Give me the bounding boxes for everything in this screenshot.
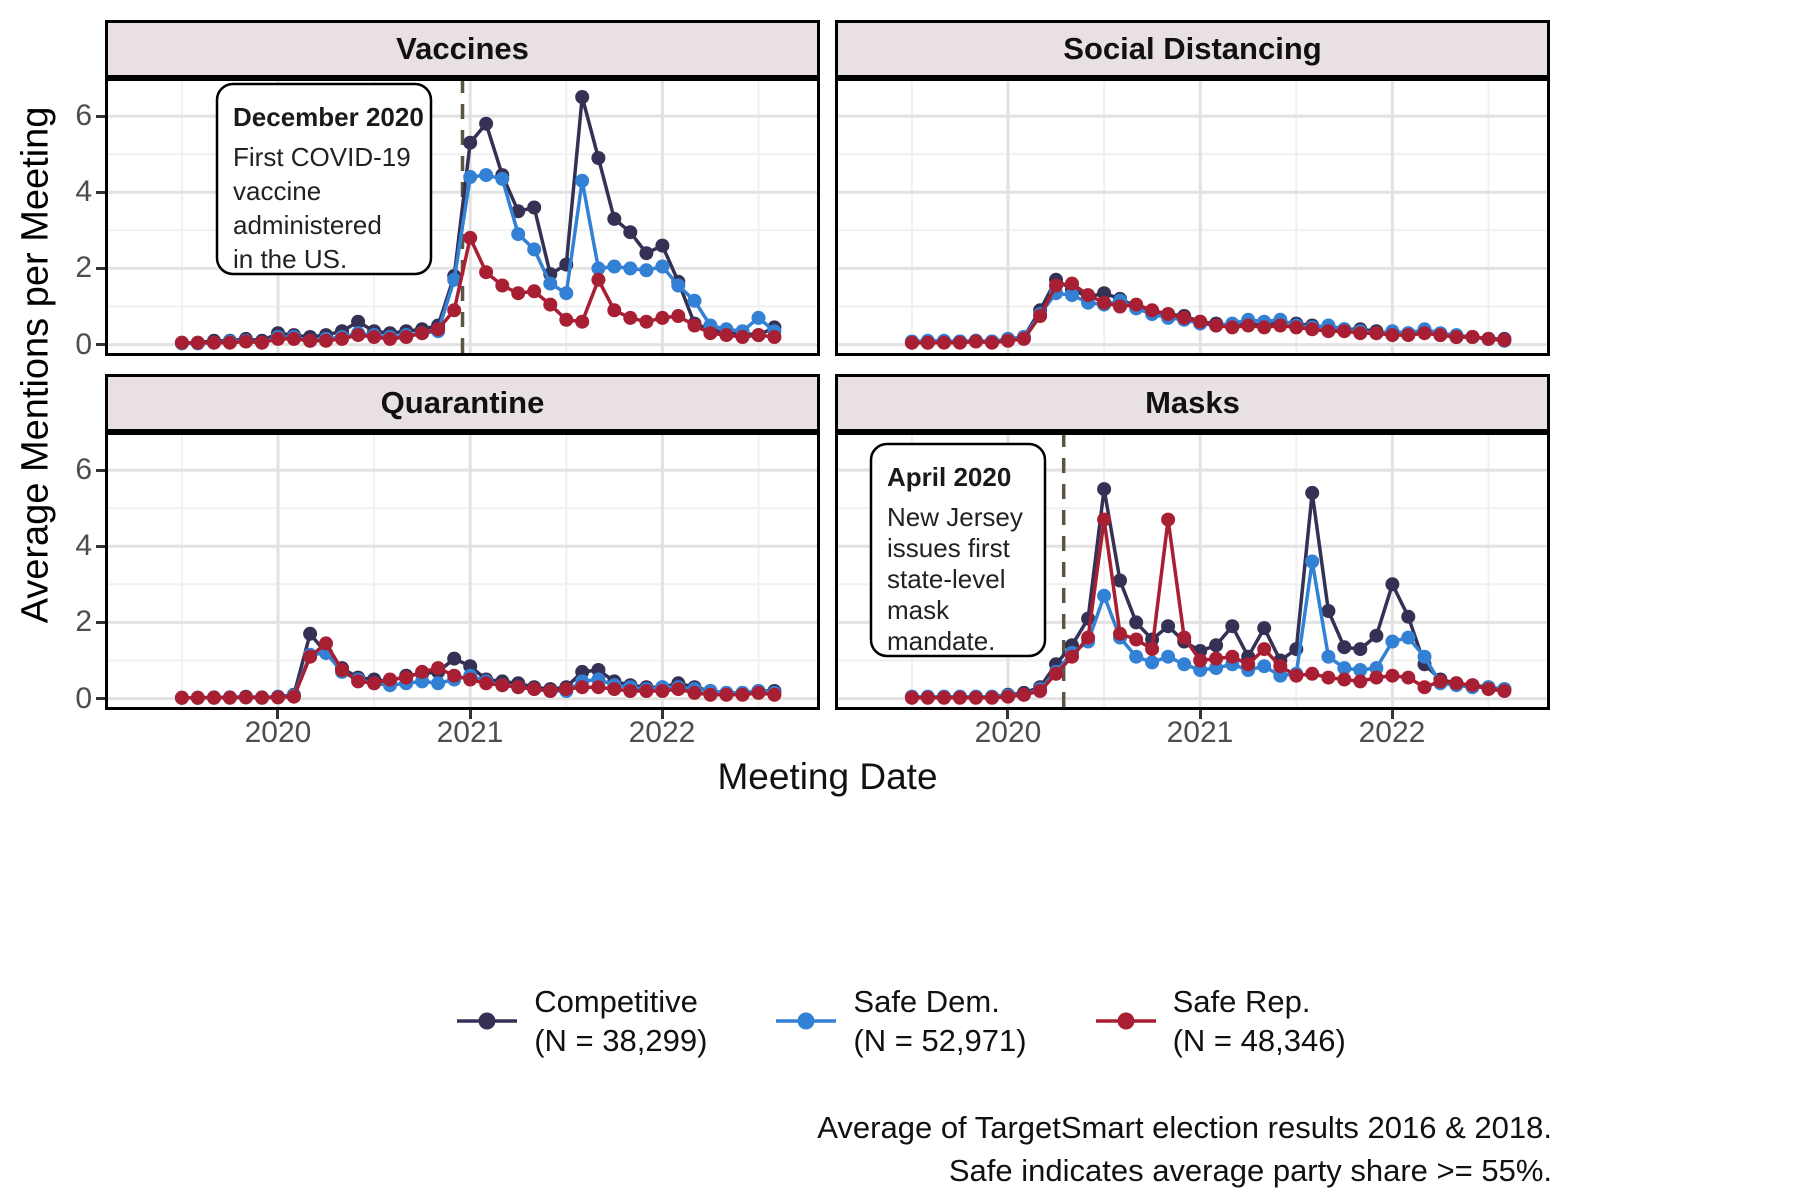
y-tick-label: 4	[75, 529, 92, 562]
panel-title-masks: Masks	[1145, 385, 1240, 420]
svg-text:administered: administered	[233, 210, 382, 240]
x-tick-label: 2022	[1358, 716, 1426, 749]
y-tick-mark	[96, 115, 105, 118]
y-tick-mark	[96, 697, 105, 700]
y-tick-mark	[96, 267, 105, 270]
x-tick-mark	[1199, 710, 1202, 719]
panel-title-vaccines: Vaccines	[396, 31, 529, 66]
panel-border	[105, 78, 820, 356]
panel-header-quarantine: Quarantine	[105, 374, 820, 432]
panel-quarantine: Quarantine	[105, 374, 820, 710]
legend-key-safe-dem-icon	[776, 1012, 837, 1030]
y-tick-label: 6	[75, 453, 92, 486]
svg-text:mask: mask	[887, 595, 950, 625]
svg-text:vaccine: vaccine	[233, 176, 321, 206]
series-points-2	[174, 636, 782, 705]
y-tick-label: 6	[75, 99, 92, 132]
caption-line2: Safe indicates average party share >= 55…	[948, 1153, 1552, 1188]
x-tick-mark	[469, 710, 472, 719]
y-tick-label: 0	[75, 328, 92, 361]
plot-background	[835, 78, 1550, 356]
svg-text:state-level: state-level	[887, 564, 1006, 594]
series-points-2	[174, 230, 782, 350]
x-tick-mark	[1391, 710, 1394, 719]
legend-item-safe-dem: Safe Dem. (N = 52,971)	[773, 982, 1027, 1060]
legend-label-safe-dem: Safe Dem. (N = 52,971)	[853, 982, 1026, 1060]
x-tick-mark	[1006, 710, 1009, 719]
svg-text:issues first: issues first	[887, 533, 1011, 563]
panel-title-quarantine: Quarantine	[380, 385, 545, 420]
panel-title-social-distancing: Social Distancing	[1063, 31, 1322, 66]
y-tick-mark	[96, 469, 105, 472]
y-tick-mark	[96, 191, 105, 194]
plot-social-distancing	[835, 78, 1550, 356]
plot-vaccines: December 2020 First COVID-19 vaccine admini…	[105, 78, 820, 356]
legend: Competitive (N = 38,299) Safe Dem. (N = …	[0, 982, 1800, 1060]
y-tick-label: 4	[75, 175, 92, 208]
y-tick-mark	[96, 545, 105, 548]
x-tick-label: 2021	[436, 716, 504, 749]
caption: Average of TargetSmart election results …	[0, 1106, 1552, 1192]
svg-text:April 2020: April 2020	[887, 462, 1011, 492]
legend-key-safe-rep-icon	[1095, 1012, 1156, 1030]
panel-masks: Masks April 2020 New Jersey issues first st…	[835, 374, 1550, 710]
x-tick-label: 2020	[244, 716, 312, 749]
legend-label-safe-rep: Safe Rep. (N = 48,346)	[1173, 982, 1346, 1060]
panel-vaccines: Vaccines December 2020 First COVID-19 vacc…	[105, 20, 820, 356]
legend-label-line1: Safe Rep.	[1172, 984, 1311, 1019]
y-tick-mark	[96, 621, 105, 624]
x-tick-mark	[276, 710, 279, 719]
panel-social-distancing: Social Distancing	[835, 20, 1550, 356]
legend-label-line2: (N = 52,971)	[853, 1023, 1027, 1058]
svg-text:mandate.: mandate.	[887, 626, 995, 656]
x-tick-label: 2020	[974, 716, 1042, 749]
annotation-box: December 2020 First COVID-19 vaccine admini…	[215, 82, 433, 276]
legend-label-line2: (N = 38,299)	[534, 1023, 708, 1058]
panel-border	[835, 432, 1550, 710]
plot-quarantine	[105, 432, 820, 710]
panel-header-masks: Masks	[835, 374, 1550, 432]
panel-header-social-distancing: Social Distancing	[835, 20, 1550, 78]
legend-label-line1: Safe Dem.	[853, 984, 1000, 1019]
panel-header-vaccines: Vaccines	[105, 20, 820, 78]
legend-key-competitive-icon	[457, 1012, 518, 1030]
series-points-2	[904, 512, 1512, 705]
legend-label-line2: (N = 48,346)	[1172, 1023, 1346, 1058]
svg-text:in the US.: in the US.	[233, 244, 347, 274]
x-tick-label: 2021	[1166, 716, 1234, 749]
y-tick-label: 2	[75, 251, 92, 284]
legend-label-line1: Competitive	[534, 984, 698, 1019]
y-tick-mark	[96, 343, 105, 346]
svg-text:December 2020: December 2020	[233, 102, 424, 132]
legend-item-competitive: Competitive (N = 38,299)	[454, 982, 707, 1060]
x-tick-mark	[661, 710, 664, 719]
y-tick-label: 0	[75, 682, 92, 715]
series-points-2	[904, 276, 1512, 350]
x-tick-label: 2022	[628, 716, 696, 749]
panel-border	[105, 432, 820, 710]
panel-border	[835, 78, 1550, 356]
legend-label-competitive: Competitive (N = 38,299)	[534, 982, 707, 1060]
svg-text:First COVID-19: First COVID-19	[233, 142, 411, 172]
y-tick-label: 2	[75, 605, 92, 638]
plot-background	[105, 432, 820, 710]
svg-text:New Jersey: New Jersey	[887, 502, 1023, 532]
x-axis-label: Meeting Date	[717, 756, 938, 797]
legend-item-safe-rep: Safe Rep. (N = 48,346)	[1093, 982, 1346, 1060]
caption-line1: Average of TargetSmart election results …	[817, 1110, 1552, 1145]
